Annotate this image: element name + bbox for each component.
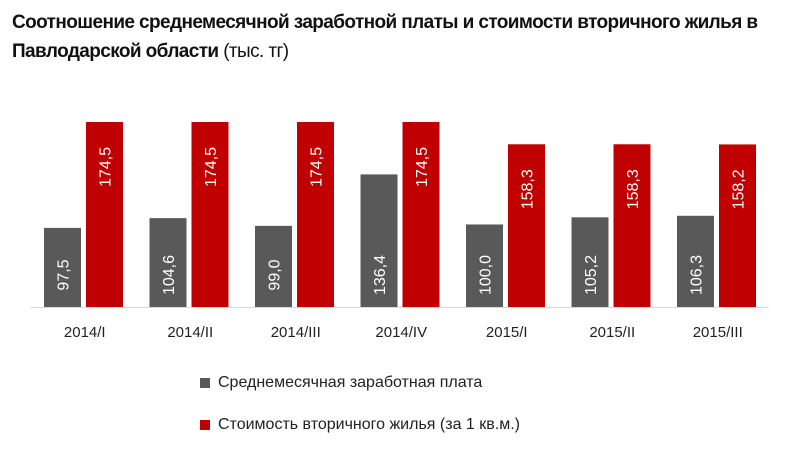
salary-bar — [360, 174, 398, 307]
housing-bar — [191, 122, 229, 307]
x-tick-label: 2015/I — [486, 324, 528, 341]
data-label: 174,5 — [414, 147, 431, 187]
data-label: 105,2 — [583, 255, 600, 295]
legend-item-housing: Стоимость вторичного жилья (за 1 кв.м.) — [200, 416, 520, 434]
data-label: 174,5 — [98, 147, 115, 187]
legend-label-housing: Стоимость вторичного жилья (за 1 кв.м.) — [218, 416, 520, 433]
title-unit: (тыс. тг) — [223, 41, 289, 62]
legend-swatch-housing — [200, 420, 210, 430]
data-label: 99,0 — [267, 259, 284, 290]
x-tick-label: 2014/I — [64, 324, 106, 341]
housing-bar — [613, 144, 651, 307]
data-label: 97,5 — [56, 259, 73, 290]
salary-bar — [466, 224, 503, 307]
salary-bar — [44, 227, 81, 307]
housing-bar — [297, 122, 334, 307]
data-label: 158,3 — [520, 169, 537, 209]
housing-bar — [508, 144, 545, 307]
x-tick-label: 2015/II — [589, 324, 635, 341]
legend-label-salary: Среднемесячная заработная плата — [218, 374, 483, 391]
chart-title: Соотношение среднемесячной заработной пл… — [12, 8, 800, 66]
data-label: 174,5 — [203, 147, 220, 187]
housing-bar — [86, 122, 123, 307]
x-tick-label: 2015/III — [693, 324, 743, 341]
x-tick-label: 2014/III — [271, 324, 321, 341]
housing-bar — [402, 122, 440, 307]
salary-bar — [149, 218, 187, 307]
data-label: 158,3 — [625, 169, 642, 209]
data-label: 106,3 — [689, 255, 706, 295]
salary-bar — [677, 215, 714, 307]
data-label: 104,6 — [161, 255, 178, 295]
salary-bar — [571, 217, 609, 307]
title-text: Соотношение среднемесячной заработной пл… — [12, 12, 758, 62]
data-label: 174,5 — [309, 147, 326, 187]
data-label: 100,0 — [478, 255, 495, 295]
data-label: 158,2 — [731, 169, 748, 209]
legend-swatch-salary — [200, 378, 210, 388]
housing-bar — [719, 144, 756, 307]
x-tick-label: 2014/II — [167, 324, 213, 341]
data-label: 136,4 — [372, 255, 389, 295]
x-tick-label: 2014/IV — [375, 324, 427, 341]
salary-bar — [255, 225, 292, 307]
legend-item-salary: Среднемесячная заработная плата — [200, 374, 482, 392]
